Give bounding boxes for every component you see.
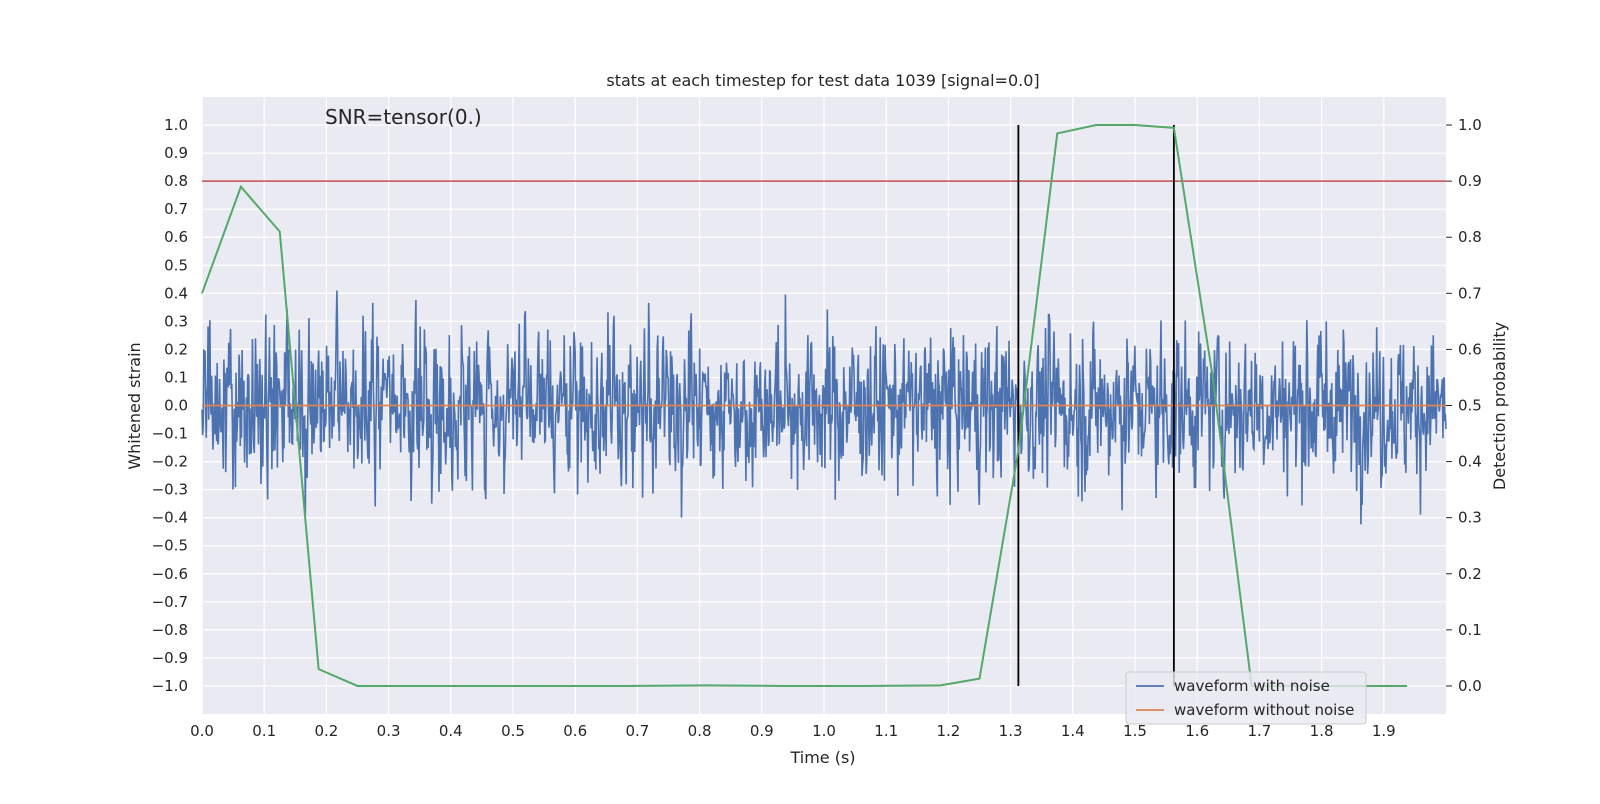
y-right-tick-label: 0.3 [1458,509,1482,527]
x-tick-label: 1.9 [1372,722,1396,740]
y-tick-label: 0.3 [164,312,188,330]
y-tick-label: −0.3 [152,481,188,499]
y-axis-right-label: Detection probability [1490,322,1509,490]
x-tick-label: 1.2 [936,722,960,740]
x-tick-label: 0.4 [439,722,463,740]
x-tick-label: 0.3 [377,722,401,740]
x-tick-label: 0.5 [501,722,525,740]
y-tick-label: 0.1 [164,368,188,386]
y-tick-label: 0.0 [164,397,188,415]
legend-box [1125,671,1367,725]
y-right-tick-label: 0.0 [1458,677,1482,695]
y-axis-label: Whitened strain [125,342,144,469]
y-tick-label: −0.2 [152,453,188,471]
y-tick-label: 0.2 [164,340,188,358]
y-tick-label: 0.7 [164,200,188,218]
y-tick-label: −0.9 [152,649,188,667]
y-right-tick-label: 0.4 [1458,453,1482,471]
snr-annotation: SNR=tensor(0.) [325,105,482,129]
y-tick-label: −0.8 [152,621,188,639]
y-right-tick-label: 0.7 [1458,284,1482,302]
x-tick-label: 1.5 [1123,722,1147,740]
tick-labels: 0.0 0.1 0.2 0.3 0.4 0.5 0.6 0.7 0.8 0.9 1.0 1.1 1.2 1… [152,116,1482,740]
legend-label-clean: waveform without noise [1174,701,1354,719]
x-tick-label: 1.8 [1310,722,1334,740]
y-tick-label: −1.0 [152,677,188,695]
noise-series [201,290,1447,525]
x-axis-label: Time (s) [789,748,855,767]
y-right-tick-label: 0.2 [1458,565,1482,583]
legend-label-noise: waveform with noise [1174,677,1330,695]
x-tick-label: 1.7 [1247,722,1271,740]
y-right-tick-label: 0.6 [1458,340,1482,358]
y-right-tick-label: 0.5 [1458,397,1482,415]
x-tick-label: 1.1 [874,722,898,740]
y-tick-label: 0.6 [164,228,188,246]
x-tick-label: 1.6 [1185,722,1209,740]
x-tick-label: 1.0 [812,722,836,740]
x-tick-label: 0.6 [563,722,587,740]
y-right-tick-label: 0.8 [1458,228,1482,246]
y-tick-label: 1.0 [164,116,188,134]
legend: waveform with noise waveform without noi… [1125,671,1367,725]
y-right-tick-label: 1.0 [1458,116,1482,134]
y-tick-label: 0.4 [164,284,188,302]
y-tick-label: −0.4 [152,509,188,527]
x-tick-label: 0.9 [750,722,774,740]
y-tick-label: 0.5 [164,256,188,274]
x-tick-label: 1.3 [999,722,1023,740]
x-tick-label: 0.1 [252,722,276,740]
y-tick-label: 0.9 [164,144,188,162]
y-right-tick-label: 0.9 [1458,172,1482,190]
chart-title: stats at each timestep for test data 103… [606,71,1039,90]
x-tick-label: 0.8 [688,722,712,740]
y-tick-label: −0.5 [152,537,188,555]
y-right-tick-label: 0.1 [1458,621,1482,639]
y-tick-label: −0.1 [152,425,188,443]
x-tick-label: 1.4 [1061,722,1085,740]
x-tick-label: 0.7 [625,722,649,740]
x-tick-label: 0.0 [190,722,214,740]
x-tick-label: 0.2 [314,722,338,740]
noise-waveform-line [201,290,1447,525]
y-tick-label: 0.8 [164,172,188,190]
y-tick-label: −0.7 [152,593,188,611]
y-tick-label: −0.6 [152,565,188,583]
